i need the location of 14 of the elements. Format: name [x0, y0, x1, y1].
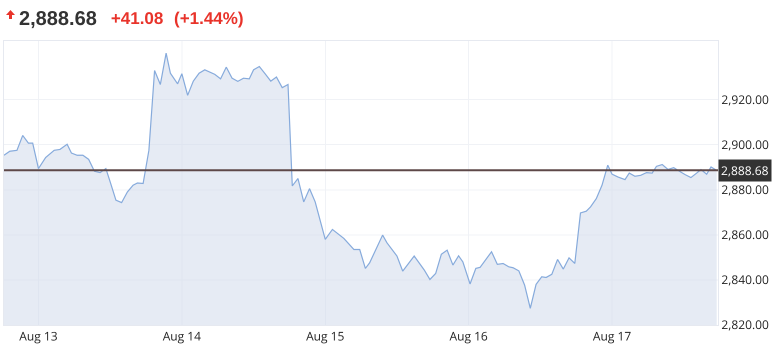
y-tick-label: 2,840.00: [721, 271, 769, 288]
x-tick-label: Aug 14: [162, 327, 202, 344]
chart-subtitle: +41.08 (+1.44%): [110, 9, 244, 29]
x-tick-label: Aug 15: [306, 327, 345, 344]
y-tick-label: 2,860.00: [721, 226, 769, 244]
ref-line-label: 2,888.68: [721, 162, 769, 179]
y-tick-label: 2,820.00: [721, 316, 769, 334]
x-tick-label: Aug 16: [449, 327, 488, 344]
y-tick-label: 2,880.00: [721, 180, 769, 198]
chart-title: 2,888.68: [19, 8, 97, 30]
y-tick-label: 2,900.00: [721, 136, 769, 153]
y-tick-label: 2,920.00: [721, 90, 769, 108]
x-tick-label: Aug 13: [19, 327, 58, 344]
x-tick-label: Aug 17: [592, 327, 632, 344]
